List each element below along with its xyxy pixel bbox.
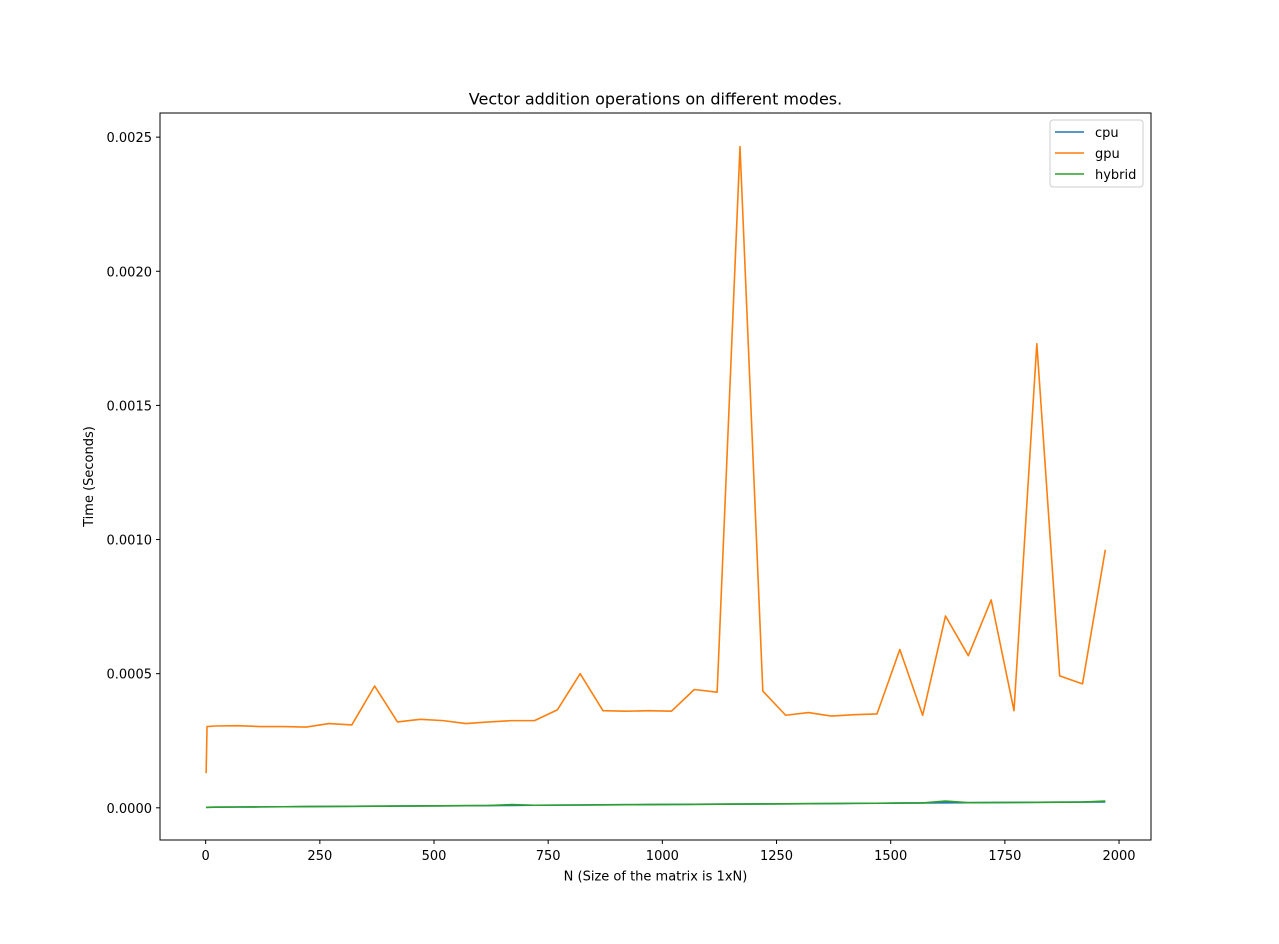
plot-area xyxy=(205,145,1107,809)
x-tick-label: 1750 xyxy=(988,849,1021,864)
y-tick-label: 0.0020 xyxy=(107,265,153,280)
x-tick-label: 1250 xyxy=(760,849,793,864)
x-tick-label: 1500 xyxy=(874,849,907,864)
x-tick-label: 0 xyxy=(202,849,210,864)
x-tick-label: 250 xyxy=(307,849,332,864)
legend-label-cpu: cpu xyxy=(1095,126,1119,141)
x-tick-label: 500 xyxy=(422,849,447,864)
legend-label-hybrid: hybrid xyxy=(1095,168,1136,183)
x-tick-label: 750 xyxy=(536,849,561,864)
legend-box xyxy=(1049,119,1144,188)
x-tick-label: 2000 xyxy=(1102,849,1135,864)
y-tick-label: 0.0015 xyxy=(107,399,153,414)
y-tick-label: 0.0005 xyxy=(107,668,153,683)
chart-title: Vector addition operations on different … xyxy=(469,90,842,109)
legend-label-gpu: gpu xyxy=(1095,147,1120,162)
series-line-hybrid xyxy=(205,800,1106,809)
x-axis-title: N (Size of the matrix is 1xN) xyxy=(564,870,748,885)
legend: cpu gpu hybrid xyxy=(1049,119,1144,188)
series-line-gpu xyxy=(205,145,1107,774)
y-tick-label: 0.0000 xyxy=(107,802,153,817)
x-tick-label: 1000 xyxy=(646,849,679,864)
y-axis-title: Time (Seconds) xyxy=(82,426,97,528)
x-axis: 0 250 500 750 1000 1250 1500 1750 2000 xyxy=(202,840,1136,864)
y-axis: 0.0000 0.0005 0.0010 0.0015 0.0020 0.0025 xyxy=(107,131,160,817)
y-tick-label: 0.0025 xyxy=(107,131,153,146)
plot-frame xyxy=(159,112,1152,841)
y-tick-label: 0.0010 xyxy=(107,534,153,549)
